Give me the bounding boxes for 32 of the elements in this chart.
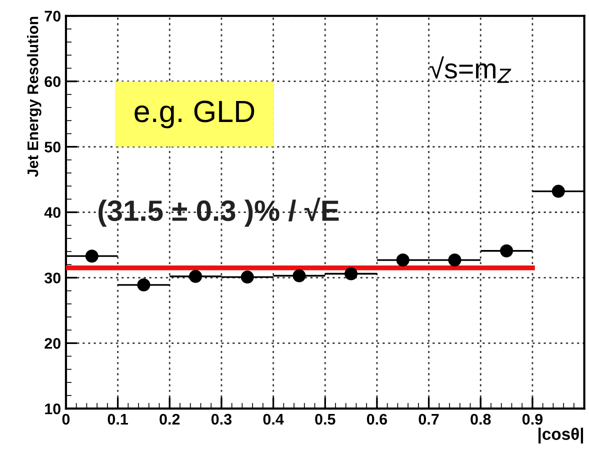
point: [189, 270, 202, 283]
x-tick-label: 0.3: [211, 414, 232, 425]
y-tick-label: 50: [44, 142, 60, 152]
x-tick-label: 0.9: [522, 414, 543, 425]
x-tick-label: 0.1: [108, 414, 128, 425]
point: [500, 244, 514, 258]
point: [396, 254, 410, 267]
annotation: e.g. GLD: [134, 100, 254, 128]
point: [552, 184, 565, 198]
y-tick-label: 10: [45, 403, 60, 414]
point: [448, 254, 462, 267]
x-tick-label: 0: [62, 414, 70, 425]
point: [292, 269, 306, 282]
y-tick-label: 70: [44, 10, 60, 22]
x-tick-label: 0.4: [263, 414, 284, 425]
x-tick-label: 0.2: [160, 414, 180, 425]
annotation: √s=m$_{Z}$: [429, 56, 512, 83]
x-tick-label: 0.5: [315, 414, 336, 425]
y-axis-title: Jet Energy Resolution: [27, 16, 42, 177]
point: [240, 270, 254, 284]
x-tick-label: 0.7: [418, 414, 439, 425]
y-tick-label: 20: [44, 338, 60, 349]
y-tick-label: 40: [44, 207, 60, 218]
point: [137, 278, 150, 292]
annotation: (31.5 ± 0.3 )% / √E: [98, 198, 339, 227]
x-axis-title: |cosθ|: [538, 428, 584, 444]
x-tick-label: 0.8: [470, 414, 491, 425]
x-tick-label: 0.6: [366, 414, 388, 425]
y-tick-label: 60: [44, 76, 60, 88]
point: [85, 250, 98, 263]
y-tick-label: 30: [44, 272, 60, 284]
point: [344, 267, 358, 280]
